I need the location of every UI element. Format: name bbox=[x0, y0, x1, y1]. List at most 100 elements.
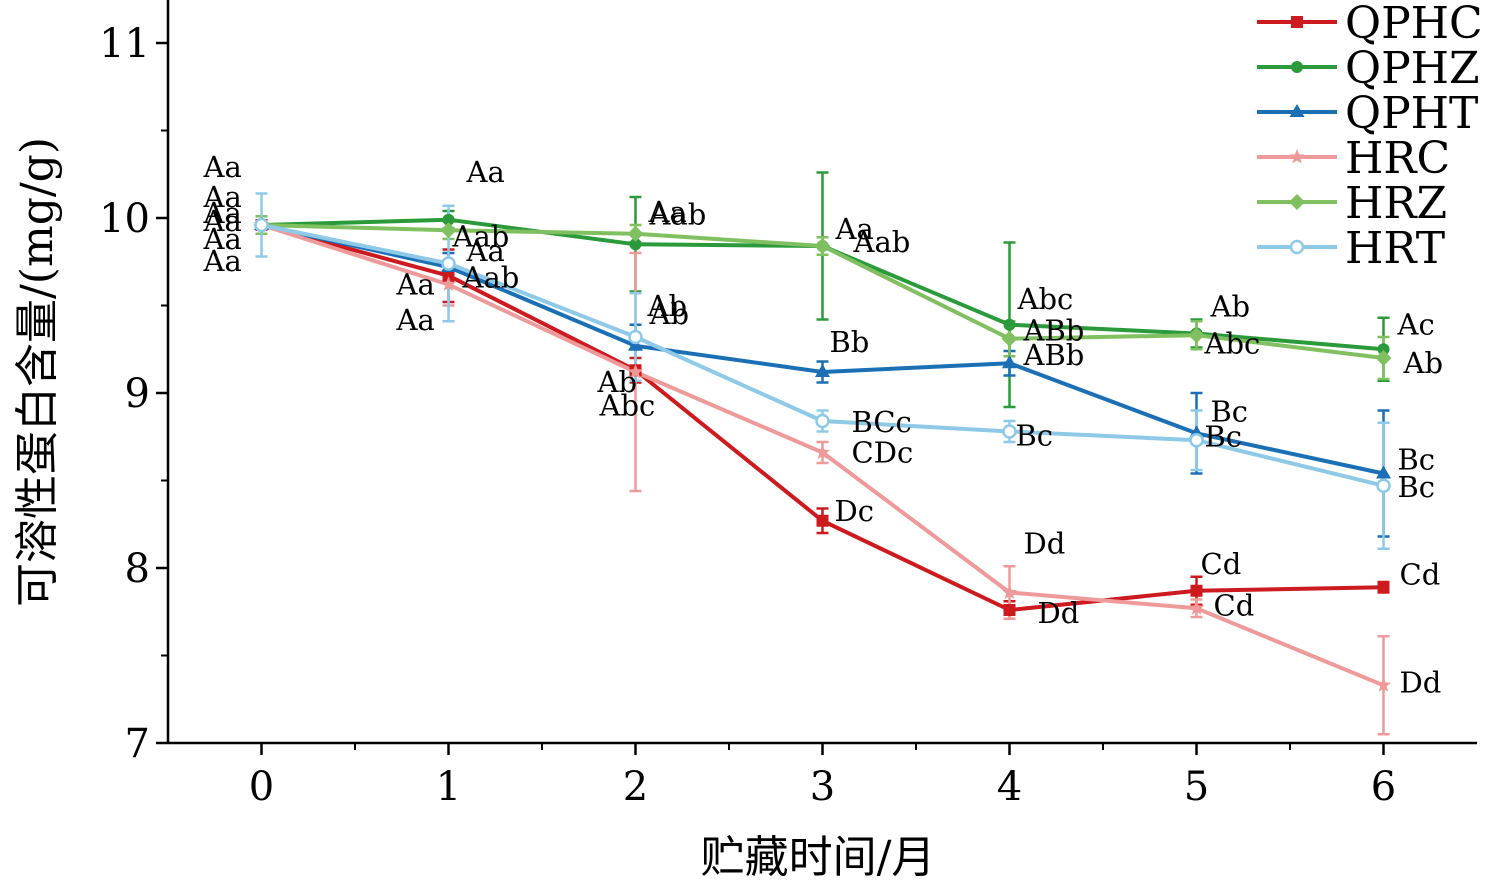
marker-square bbox=[816, 514, 829, 527]
y-tick-label: 7 bbox=[125, 721, 150, 767]
data-label: Aa bbox=[203, 180, 242, 214]
marker-triangle bbox=[1002, 355, 1017, 369]
data-label: Aa bbox=[203, 196, 242, 230]
x-tick-label: 5 bbox=[1184, 764, 1209, 810]
data-label: ABb bbox=[1023, 338, 1085, 372]
data-label: Aab bbox=[462, 261, 520, 295]
data-label: Dd bbox=[1024, 527, 1066, 561]
marker-square bbox=[1190, 584, 1203, 597]
legend-label-qpht: QPHT bbox=[1345, 88, 1478, 139]
marker-star bbox=[1188, 600, 1205, 615]
marker-diamond bbox=[1289, 194, 1305, 210]
marker-circle bbox=[1377, 343, 1390, 356]
marker-diamond bbox=[440, 222, 457, 239]
data-label: Aab bbox=[853, 225, 911, 259]
data-label: Aab bbox=[649, 197, 707, 231]
marker-square bbox=[1377, 581, 1390, 594]
data-label: Bc bbox=[1398, 470, 1436, 504]
data-label: Aa bbox=[396, 303, 435, 337]
marker-open-circle bbox=[1189, 433, 1204, 448]
marker-diamond bbox=[627, 225, 644, 242]
marker-triangle bbox=[1289, 104, 1305, 117]
x-tick-label: 3 bbox=[810, 764, 835, 810]
data-label: ABb bbox=[1023, 313, 1085, 347]
data-label: Ab bbox=[649, 297, 690, 331]
marker-circle bbox=[629, 238, 642, 251]
legend-label-hrz: HRZ bbox=[1345, 178, 1447, 229]
data-label: CDc bbox=[852, 436, 914, 470]
data-label: Aa bbox=[203, 150, 242, 184]
data-label: Aa bbox=[396, 268, 435, 302]
marker-diamond bbox=[1375, 350, 1392, 366]
legend-label-hrt: HRT bbox=[1345, 223, 1445, 274]
marker-open-circle bbox=[1002, 424, 1017, 439]
marker-open-circle bbox=[441, 256, 456, 271]
data-label: Aa bbox=[835, 212, 874, 246]
marker-square bbox=[442, 269, 455, 282]
data-label: Cd bbox=[1400, 557, 1441, 591]
data-label: Cd bbox=[1201, 547, 1242, 581]
marker-star bbox=[1375, 677, 1392, 692]
marker-star bbox=[627, 364, 644, 379]
data-label: Aa bbox=[203, 244, 242, 278]
data-label: Ab bbox=[1210, 290, 1251, 324]
y-tick-label: 11 bbox=[99, 21, 150, 67]
marker-circle bbox=[442, 213, 455, 226]
data-label: Abc bbox=[1017, 282, 1074, 316]
y-tick-label: 8 bbox=[125, 546, 150, 592]
data-label: Aa bbox=[648, 195, 687, 229]
data-label: Aa bbox=[466, 234, 505, 268]
marker-circle bbox=[1003, 318, 1016, 331]
data-label: Cd bbox=[1214, 588, 1255, 622]
marker-open-circle bbox=[628, 329, 643, 345]
data-label: Bb bbox=[830, 325, 870, 359]
marker-open-circle bbox=[1376, 478, 1391, 493]
data-label: Bc bbox=[1211, 394, 1249, 428]
y-tick-label: 10 bbox=[99, 196, 150, 242]
data-label: Aa bbox=[466, 155, 505, 189]
marker-diamond bbox=[1188, 327, 1205, 344]
marker-open-circle bbox=[815, 413, 830, 429]
marker-star bbox=[814, 444, 831, 459]
data-label: Abc bbox=[599, 388, 656, 422]
data-label: Ab bbox=[1403, 346, 1444, 380]
x-tick-label: 0 bbox=[249, 764, 274, 810]
marker-star bbox=[1001, 584, 1018, 599]
x-tick-label: 2 bbox=[623, 764, 648, 810]
marker-triangle bbox=[815, 364, 830, 377]
marker-open-circle bbox=[1289, 239, 1305, 255]
marker-circle bbox=[1291, 61, 1303, 73]
marker-star bbox=[440, 276, 457, 291]
y-tick-label: 9 bbox=[125, 371, 150, 417]
data-label: Ac bbox=[1397, 307, 1435, 341]
legend-label-qphz: QPHZ bbox=[1345, 43, 1480, 94]
data-label: Aa bbox=[203, 204, 242, 238]
marker-open-circle bbox=[254, 217, 269, 233]
marker-diamond bbox=[1001, 330, 1018, 347]
data-label: Bc bbox=[1398, 443, 1436, 477]
data-label: BCc bbox=[852, 405, 912, 439]
y-axis-title: 可溶性蛋白含量/(mg/g) bbox=[12, 137, 63, 607]
data-label: Abc bbox=[1204, 326, 1261, 360]
data-label: Ab bbox=[647, 289, 688, 323]
data-label: Ab bbox=[597, 365, 638, 399]
data-label: Dd bbox=[1038, 596, 1080, 630]
legend-label-hrc: HRC bbox=[1345, 133, 1450, 184]
data-label: Aa bbox=[203, 222, 242, 256]
x-tick-label: 1 bbox=[436, 764, 461, 810]
data-label: Dd bbox=[1400, 665, 1442, 699]
marker-triangle bbox=[1376, 465, 1391, 479]
data-label: Dc bbox=[835, 494, 875, 528]
x-axis-ticks: 0 1 2 3 4 5 6 bbox=[249, 743, 1396, 810]
data-label: Bc bbox=[1205, 419, 1243, 453]
x-axis-title: 贮藏时间/月 bbox=[701, 832, 936, 883]
x-tick-label: 4 bbox=[997, 764, 1022, 810]
data-label: Aab bbox=[452, 219, 510, 253]
data-label: Bc bbox=[1016, 419, 1054, 453]
series-markers bbox=[253, 213, 1392, 692]
marker-star bbox=[1289, 149, 1305, 164]
marker-square bbox=[1003, 604, 1016, 616]
x-tick-label: 6 bbox=[1371, 764, 1396, 810]
